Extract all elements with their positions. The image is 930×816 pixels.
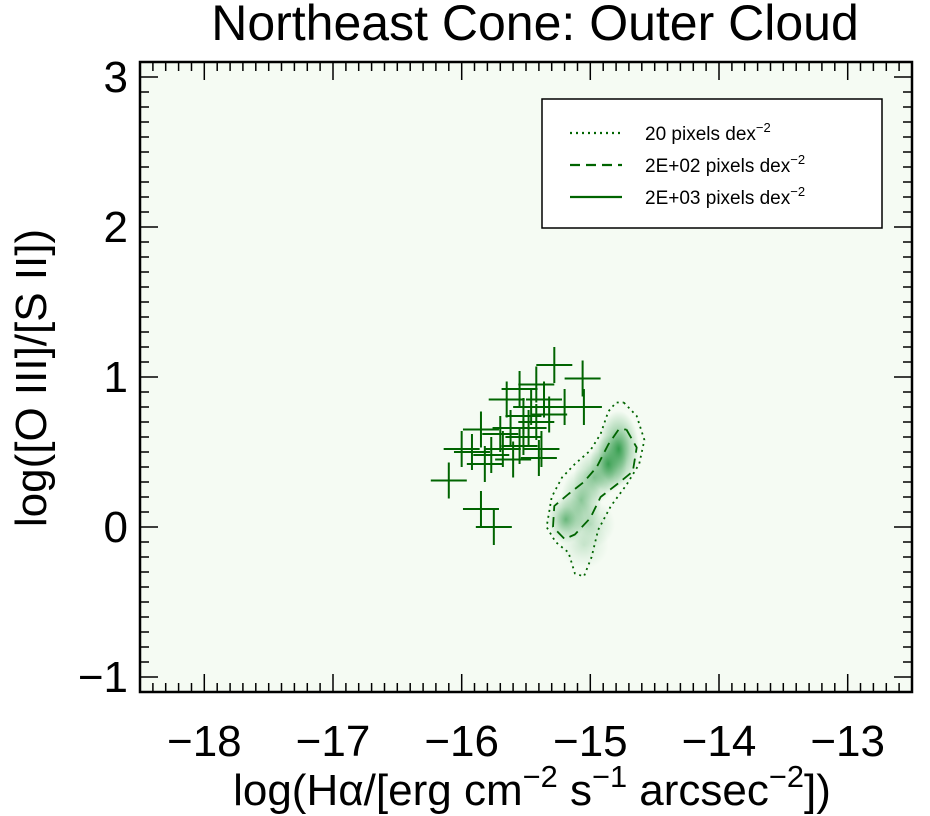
data-point-15 (505, 419, 542, 455)
data-point-21 (520, 440, 557, 476)
data-point-18 (443, 431, 480, 467)
x-tick-label-5: −13 (810, 717, 885, 766)
legend-label-text: 2E+02 pixels dex (645, 156, 791, 177)
density-map (547, 410, 640, 569)
axis-ticks (139, 61, 913, 693)
legend-label-sup: −2 (756, 120, 771, 135)
x-axis-label-sup2: −1 (592, 759, 627, 794)
contour-dashed (552, 428, 638, 540)
data-point-3 (488, 381, 525, 418)
data-point-26 (430, 462, 467, 499)
x-axis-label-sup3: −2 (769, 759, 804, 794)
y-tick-label-2: 1 (104, 353, 128, 402)
legend-label-2: 2E+03 pixels dex−2 (645, 184, 805, 209)
x-axis-label-post2: ]) (804, 766, 831, 815)
data-point-20 (495, 441, 532, 478)
x-axis-label: log(Hα/[erg cm−2 s−1 arcsec−2]) (233, 759, 831, 815)
data-point-1 (518, 366, 555, 403)
density-blob-6 (559, 521, 609, 569)
tick-labels: −18 −17 −16 −15 −14 −13 −1 0 1 2 3 (78, 53, 885, 766)
chart-title: Northeast Cone: Outer Cloud (211, 0, 859, 51)
x-tick-label-1: −17 (296, 717, 371, 766)
x-axis-label-post1: /[erg cm (364, 766, 523, 815)
contours (545, 401, 646, 578)
data-point-16 (462, 411, 499, 448)
y-axis-label: log([O III]/[S II]) (7, 229, 56, 527)
x-axis-label-greek: α (338, 766, 363, 815)
data-point-22 (523, 431, 560, 467)
data-point-23 (473, 437, 510, 473)
y-tick-label-3: 2 (104, 203, 128, 252)
y-tick-label-1: 0 (104, 503, 128, 552)
x-axis-label-mid1: s (558, 766, 592, 815)
data-points (430, 347, 602, 545)
tick-marks (139, 61, 913, 693)
x-tick-label-0: −18 (167, 717, 242, 766)
data-point-14 (482, 416, 519, 452)
data-point-8 (513, 389, 550, 425)
x-tick-label-3: −15 (553, 717, 628, 766)
data-point-5 (564, 360, 601, 397)
legend-box (541, 98, 883, 229)
x-tick-label-2: −16 (424, 717, 499, 766)
legend-label-text: 20 pixels dex (645, 124, 756, 145)
data-point-25 (501, 428, 538, 464)
data-point-7 (546, 389, 583, 425)
data-point-28 (475, 509, 512, 545)
data-point-0 (536, 347, 573, 383)
legend-label-1: 2E+02 pixels dex−2 (645, 152, 805, 177)
legend-label-sup: −2 (790, 152, 805, 167)
legend-label-0: 20 pixels dex−2 (645, 120, 771, 145)
y-tick-label-4: 3 (104, 53, 128, 102)
x-axis-label-sup1: −2 (523, 759, 558, 794)
y-tick-label-0: −1 (78, 653, 128, 702)
x-tick-label-4: −14 (682, 717, 757, 766)
legend-label-sup: −2 (790, 184, 805, 199)
legend-label-text: 2E+03 pixels dex (645, 188, 791, 209)
x-axis-label-mid2: arcsec (627, 766, 769, 815)
legend: 20 pixels dex−22E+02 pixels dex−22E+03 p… (541, 98, 883, 229)
data-point-24 (466, 446, 503, 482)
x-axis-label-pre: log(H (233, 766, 338, 815)
